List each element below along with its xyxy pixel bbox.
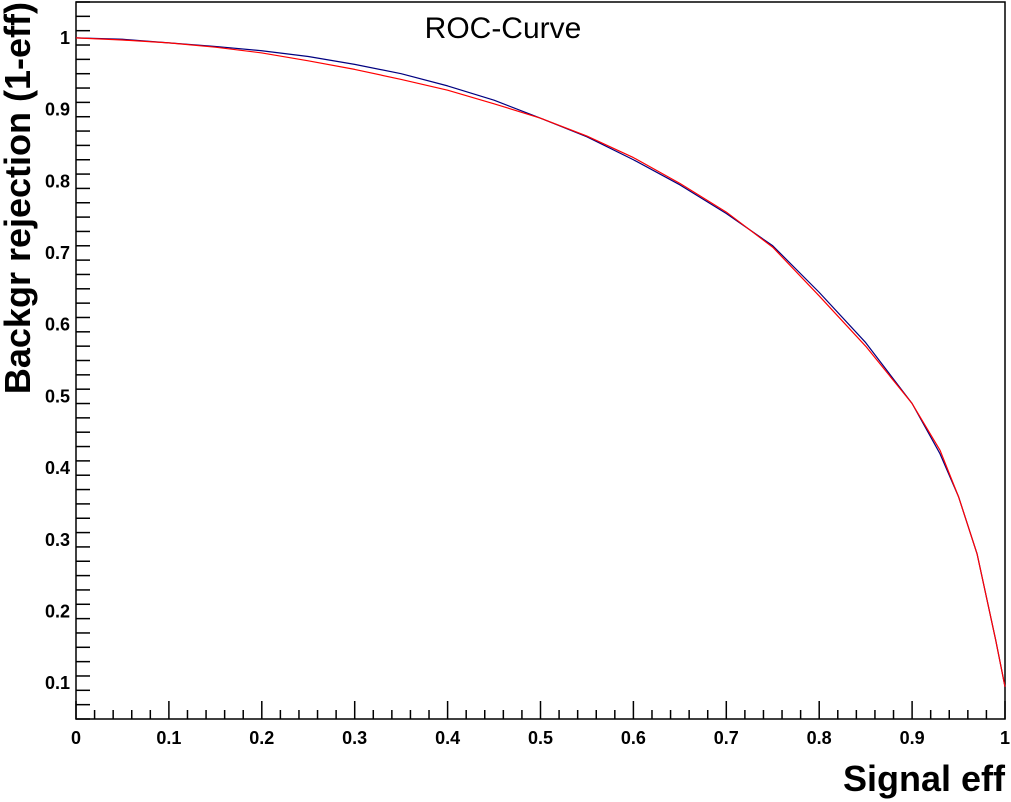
- x-tick-label: 0.1: [156, 728, 181, 748]
- plot-frame: [75, 1, 1006, 720]
- x-tick-label: 0.7: [714, 728, 739, 748]
- y-tick-label: 0.1: [45, 673, 70, 693]
- x-tick-label: 0: [71, 728, 81, 748]
- y-tick-label: 0.6: [45, 315, 70, 335]
- x-tick-label: 0.3: [342, 728, 367, 748]
- y-tick-label: 0.7: [45, 243, 70, 263]
- x-tick-label: 0.6: [621, 728, 646, 748]
- y-axis: 0.1 0.2 0.3 0.4 0.5 0.6 0.7 0.8 0.9 1: [45, 1, 90, 720]
- y-tick-label: 0.2: [45, 601, 70, 621]
- y-tick-label: 1: [60, 28, 70, 48]
- series-line-2: [75, 37, 1006, 687]
- y-tick-label: 0.8: [45, 171, 70, 191]
- x-tick-label: 0.9: [900, 728, 925, 748]
- chart-title: ROC-Curve: [425, 12, 582, 45]
- y-tick-label: 0.3: [45, 530, 70, 550]
- x-axis-title: Signal eff: [843, 758, 1006, 799]
- series-line-1: [75, 37, 1006, 687]
- x-tick-label: 1: [1000, 728, 1010, 748]
- series-layer: [75, 37, 1006, 687]
- x-tick-label: 0.8: [807, 728, 832, 748]
- y-tick-label: 0.4: [45, 458, 70, 478]
- x-axis: 0 0.1 0.2 0.3 0.4 0.5 0.6 0.7 0.8 0.9 1: [71, 701, 1010, 748]
- y-axis-title: Backgr rejection (1-eff): [0, 2, 38, 394]
- x-tick-label: 0.4: [435, 728, 460, 748]
- x-tick-label: 0.2: [249, 728, 274, 748]
- y-tick-label: 0.5: [45, 386, 70, 406]
- x-tick-label: 0.5: [528, 728, 553, 748]
- y-tick-label: 0.9: [45, 100, 70, 120]
